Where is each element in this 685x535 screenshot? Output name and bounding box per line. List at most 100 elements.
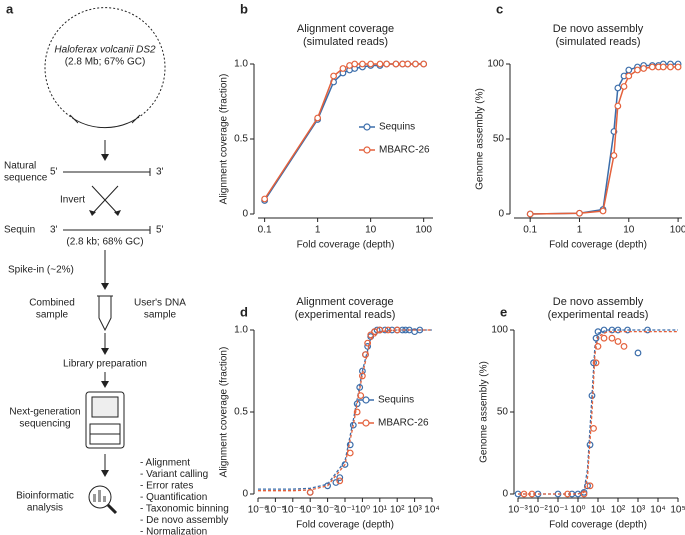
data-point — [594, 328, 602, 336]
series-line — [530, 63, 679, 215]
panel-label: b — [240, 1, 248, 16]
y-tick-label: 1.0 — [234, 325, 248, 336]
magnifier-icon — [88, 485, 118, 515]
data-point — [667, 63, 674, 71]
data-point — [314, 114, 322, 122]
series-line — [530, 66, 679, 215]
arrow-head — [101, 348, 109, 355]
label: sample — [144, 310, 177, 321]
cut-mark — [69, 114, 79, 124]
label: Spike-in (~2%) — [8, 265, 74, 276]
analysis-step: - Normalization — [140, 527, 207, 535]
data-point — [625, 66, 633, 74]
data-point — [634, 66, 641, 74]
fit-curve — [518, 330, 678, 495]
data-point — [576, 209, 583, 217]
x-tick-label: 10⁰ — [355, 505, 370, 516]
tube-icon — [97, 295, 113, 332]
arrow-head — [101, 154, 109, 161]
panel-label: e — [500, 304, 507, 319]
data-point — [364, 343, 372, 350]
legend-marker — [362, 396, 370, 404]
data-point — [362, 351, 369, 359]
analysis-step: - Quantification — [140, 492, 207, 503]
data-point — [592, 359, 600, 367]
data-point — [367, 60, 375, 68]
data-point — [383, 60, 391, 68]
sequencer-icon — [85, 391, 125, 449]
legend-label: MBARC-26 — [378, 418, 429, 429]
data-point — [648, 63, 656, 71]
x-tick-label: 10⁵ — [670, 505, 685, 516]
data-point — [353, 408, 361, 416]
x-tick-label: 10⁻³ — [300, 505, 320, 516]
x-tick-label: 10⁻² — [318, 505, 338, 516]
y-axis-label: Alignment coverage (fraction) — [219, 347, 230, 478]
x-tick-label: 10⁻¹ — [548, 505, 568, 516]
chart-title: Alignment coverage — [297, 23, 394, 35]
x-tick-label: 0.1 — [523, 225, 537, 236]
x-tick-label: 10⁻³ — [508, 505, 528, 516]
x-tick-label: 10⁻² — [528, 505, 548, 516]
x-tick-label: 10³ — [631, 505, 646, 516]
label: Sequin — [4, 225, 35, 236]
y-axis-label: Genome assembly (%) — [479, 361, 490, 463]
data-point — [336, 474, 344, 482]
data-point — [614, 338, 622, 345]
invert-arrows — [91, 185, 119, 215]
x-tick-label: 10³ — [407, 505, 422, 516]
x-tick-label: 1 — [315, 225, 321, 236]
data-point — [420, 60, 428, 68]
x-axis-label: Fold coverage (depth) — [296, 520, 394, 531]
label: sample — [36, 310, 69, 321]
data-point — [610, 152, 618, 159]
label: sequencing — [19, 419, 70, 430]
y-tick-label: 0 — [502, 489, 508, 500]
data-point — [261, 195, 269, 203]
arrow-head — [101, 381, 109, 388]
data-point — [336, 477, 344, 485]
data-point — [634, 349, 642, 357]
x-axis-label: Fold coverage (depth) — [549, 520, 647, 531]
y-axis-label: Alignment coverage (fraction) — [219, 74, 230, 205]
x-tick-label: 10 — [623, 225, 635, 236]
y-tick-label: 50 — [497, 407, 509, 418]
data-point — [330, 72, 337, 80]
data-point — [392, 60, 400, 68]
genome-region — [73, 118, 137, 129]
y-axis-label: Genome assembly (%) — [475, 88, 486, 190]
y-tick-label: 100 — [491, 325, 508, 336]
y-tick-label: 0.5 — [234, 134, 248, 145]
legend-marker — [363, 123, 371, 131]
arrow-head — [101, 470, 109, 477]
x-axis-label: Fold coverage (depth) — [549, 240, 647, 251]
data-point — [384, 326, 392, 334]
y-tick-label: 0 — [498, 209, 504, 220]
chart-title: De novo assembly — [553, 23, 644, 35]
data-point — [599, 207, 607, 215]
data-point — [608, 334, 616, 342]
x-tick-label: 10¹ — [591, 505, 606, 516]
data-point — [674, 63, 682, 71]
data-point — [367, 331, 375, 339]
y-tick-label: 100 — [487, 59, 504, 70]
panel-label: c — [496, 1, 503, 16]
analysis-step: - De novo assembly — [140, 515, 228, 526]
x-tick-label: 10⁰ — [570, 505, 585, 516]
y-tick-label: 50 — [493, 134, 505, 145]
panel-label: d — [240, 304, 248, 319]
chart-subtitle: (simulated reads) — [303, 36, 388, 48]
chart-subtitle: (experimental reads) — [295, 309, 396, 321]
x-tick-label: 0.1 — [258, 225, 272, 236]
data-point — [526, 210, 534, 218]
data-point — [586, 482, 594, 490]
label: analysis — [27, 503, 63, 514]
x-tick-label: 10⁻¹ — [335, 505, 355, 516]
legend-label: MBARC-26 — [379, 145, 430, 156]
data-point — [346, 449, 354, 457]
arrow-head — [89, 210, 121, 216]
data-point — [351, 60, 359, 68]
label: sequence — [4, 173, 48, 184]
analysis-step: - Taxonomic binning — [140, 504, 229, 515]
